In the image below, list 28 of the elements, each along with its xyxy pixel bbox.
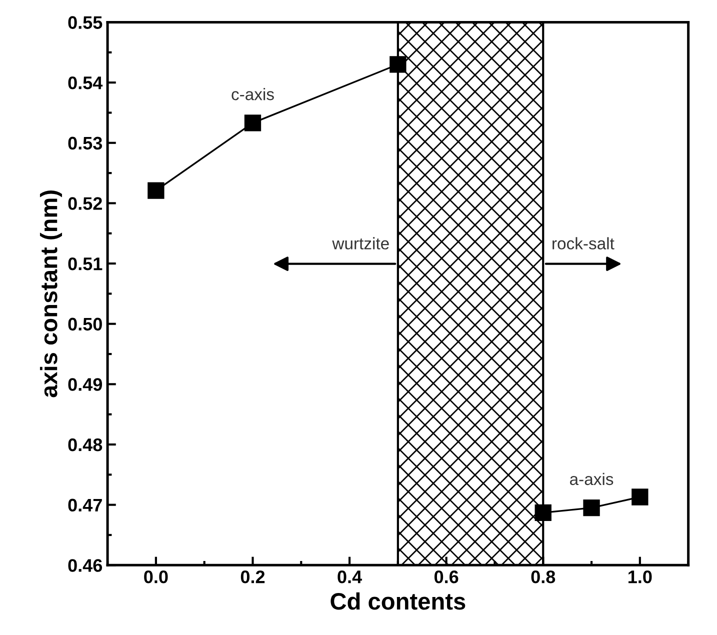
x-tick-label: 0.6 — [434, 570, 458, 584]
y-tick-label: 0.49 — [68, 378, 102, 391]
y-tick-label: 0.54 — [68, 76, 103, 90]
series-label: a-axis — [570, 472, 614, 486]
x-tick-label: 0.8 — [531, 570, 556, 584]
x-axis-title: Cd contents — [330, 592, 466, 610]
point — [244, 114, 262, 132]
y-tick-label: 0.46 — [68, 559, 102, 572]
point — [583, 500, 600, 516]
point — [390, 56, 406, 73]
x-tick-label: 0.2 — [240, 570, 265, 584]
point — [534, 504, 552, 521]
y-tick-label: 0.47 — [68, 498, 102, 512]
x-tick-label: 1.0 — [628, 570, 652, 584]
annotation: rock-salt — [552, 237, 614, 250]
y-tick-label: 0.55 — [68, 16, 102, 29]
point — [148, 182, 164, 199]
y-axis-title: axis constant (nm) — [40, 190, 62, 398]
y-tick-label: 0.53 — [68, 136, 102, 150]
y-tick-label: 0.51 — [68, 257, 102, 270]
y-tick-label: 0.52 — [68, 197, 102, 210]
x-tick-label: 0.0 — [144, 570, 168, 584]
y-tick-label: 0.48 — [68, 438, 102, 452]
annotation: wurtzite — [332, 237, 389, 250]
series-label: c-axis — [232, 88, 274, 100]
point — [632, 488, 648, 506]
y-tick-label: 0.50 — [68, 318, 102, 331]
x-tick-label: 0.4 — [338, 570, 362, 584]
